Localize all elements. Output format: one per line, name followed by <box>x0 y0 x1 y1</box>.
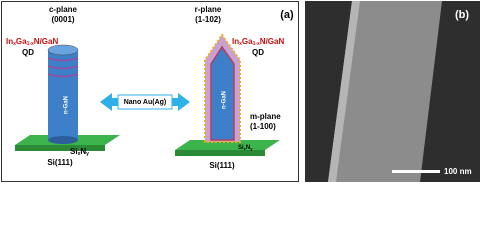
plane-index: (1-102) <box>195 15 221 24</box>
scale-bar-label: 100 nm <box>444 167 472 176</box>
nanorod-edge <box>328 1 360 182</box>
plane-label: r-plane <box>195 5 222 14</box>
panel-label: (a) <box>280 9 294 21</box>
qw-label: InxGa1-xN/GaN <box>232 37 284 47</box>
figure: (a) c-plane (0001) InxGa1-xN/GaN QD n-Ga… <box>1 1 480 182</box>
interlayer-label: SixNy <box>70 147 89 157</box>
page: (a) c-plane (0001) InxGa1-xN/GaN QD n-Ga… <box>0 0 481 183</box>
rod <box>48 50 78 140</box>
scale-bar <box>392 170 440 173</box>
rod-base <box>48 136 78 144</box>
arrow-label: Nano Au(Ag) <box>124 99 167 106</box>
panel-label: (b) <box>455 9 469 21</box>
core-label: n-GaN <box>222 91 228 109</box>
interlayer-label: SixNy <box>238 145 253 151</box>
substrate-side <box>15 145 105 151</box>
qd-label: QD <box>252 48 264 57</box>
qw-label: InxGa1-xN/GaN <box>6 37 58 47</box>
rod <box>210 45 235 141</box>
nanorod-image <box>328 1 442 182</box>
quantum-wells <box>47 57 79 78</box>
qd-label: QD <box>22 48 34 57</box>
substrate-label: Si(111) <box>47 158 73 167</box>
substrate-label: Si(111) <box>209 161 235 170</box>
plane-label: c-plane <box>49 5 78 14</box>
core-label: n-GaN <box>64 96 70 114</box>
substrate-side <box>175 150 265 156</box>
plane-index: (0001) <box>51 15 74 24</box>
plane-index: (1-100) <box>250 122 276 131</box>
substrate <box>175 140 280 150</box>
plane-label: m-plane <box>250 112 281 121</box>
arrow-box <box>117 94 173 110</box>
rod-top <box>47 44 79 56</box>
